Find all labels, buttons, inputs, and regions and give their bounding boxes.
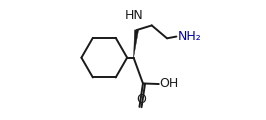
Text: OH: OH bbox=[159, 77, 179, 90]
Text: HN: HN bbox=[125, 9, 144, 22]
Text: O: O bbox=[136, 93, 146, 106]
Text: NH₂: NH₂ bbox=[177, 30, 201, 43]
Polygon shape bbox=[134, 30, 139, 58]
